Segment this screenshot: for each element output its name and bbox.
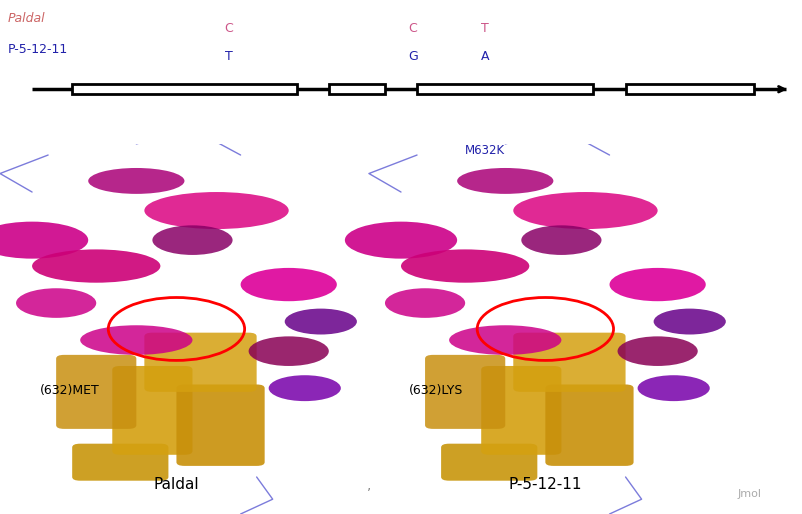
Text: A: A [481, 50, 489, 63]
FancyBboxPatch shape [417, 84, 593, 94]
Ellipse shape [345, 222, 457, 259]
Ellipse shape [638, 375, 710, 401]
FancyBboxPatch shape [441, 444, 537, 481]
Text: P-5-12-11: P-5-12-11 [8, 43, 68, 56]
Ellipse shape [618, 336, 698, 366]
FancyBboxPatch shape [56, 355, 136, 429]
FancyBboxPatch shape [329, 84, 385, 94]
Text: Paldal: Paldal [8, 11, 46, 25]
Ellipse shape [152, 225, 233, 255]
Ellipse shape [32, 249, 160, 283]
Ellipse shape [610, 268, 706, 301]
Ellipse shape [269, 375, 341, 401]
Ellipse shape [385, 288, 465, 318]
Ellipse shape [513, 192, 658, 229]
FancyBboxPatch shape [72, 84, 297, 94]
Text: C: C [409, 22, 417, 34]
FancyBboxPatch shape [513, 333, 626, 392]
FancyBboxPatch shape [72, 444, 168, 481]
Ellipse shape [241, 268, 337, 301]
Text: Jmol: Jmol [738, 489, 762, 499]
Ellipse shape [285, 308, 357, 335]
Ellipse shape [88, 168, 184, 194]
Text: P-5-12-11: P-5-12-11 [508, 477, 582, 492]
Ellipse shape [521, 225, 602, 255]
Ellipse shape [401, 249, 529, 283]
FancyBboxPatch shape [626, 84, 754, 94]
Ellipse shape [144, 192, 289, 229]
Text: C: C [225, 22, 233, 34]
Ellipse shape [80, 325, 192, 355]
Text: (632)LYS: (632)LYS [409, 384, 464, 397]
Text: M632K: M632K [465, 144, 505, 157]
Text: T: T [225, 50, 233, 63]
FancyBboxPatch shape [144, 333, 257, 392]
Ellipse shape [654, 308, 726, 335]
Ellipse shape [249, 336, 329, 366]
Ellipse shape [16, 288, 96, 318]
Text: T: T [481, 22, 489, 34]
Text: Paldal: Paldal [154, 477, 199, 492]
Ellipse shape [0, 222, 88, 259]
FancyBboxPatch shape [112, 366, 192, 455]
FancyBboxPatch shape [545, 384, 634, 466]
Ellipse shape [449, 325, 561, 355]
FancyBboxPatch shape [481, 366, 561, 455]
Ellipse shape [457, 168, 553, 194]
Text: G: G [408, 50, 418, 63]
FancyBboxPatch shape [425, 355, 505, 429]
Text: ,: , [367, 478, 371, 492]
FancyBboxPatch shape [176, 384, 265, 466]
Text: (632)MET: (632)MET [40, 384, 100, 397]
